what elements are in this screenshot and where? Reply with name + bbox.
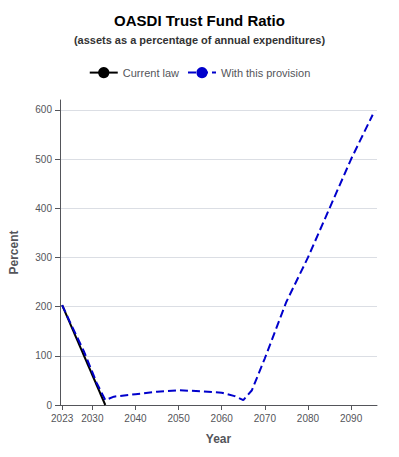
svg-text:600: 600 [35, 104, 52, 115]
svg-text:400: 400 [35, 203, 52, 214]
svg-text:OASDI Trust Fund Ratio: OASDI Trust Fund Ratio [114, 12, 285, 29]
svg-text:2060: 2060 [211, 413, 234, 424]
svg-text:2080: 2080 [297, 413, 320, 424]
svg-text:100: 100 [35, 350, 52, 361]
svg-text:2070: 2070 [254, 413, 277, 424]
svg-text:200: 200 [35, 301, 52, 312]
svg-text:2030: 2030 [81, 413, 104, 424]
svg-text:2050: 2050 [167, 413, 190, 424]
svg-text:Percent: Percent [7, 230, 21, 274]
svg-text:2090: 2090 [340, 413, 363, 424]
svg-text:With this provision: With this provision [221, 67, 310, 79]
svg-text:Year: Year [206, 432, 232, 446]
svg-text:2023: 2023 [51, 413, 74, 424]
svg-text:0: 0 [46, 400, 52, 411]
svg-text:(assets as a percentage of ann: (assets as a percentage of annual expend… [74, 34, 326, 46]
svg-text:2040: 2040 [124, 413, 147, 424]
svg-text:300: 300 [35, 252, 52, 263]
svg-text:Current law: Current law [123, 67, 179, 79]
svg-text:500: 500 [35, 154, 52, 165]
